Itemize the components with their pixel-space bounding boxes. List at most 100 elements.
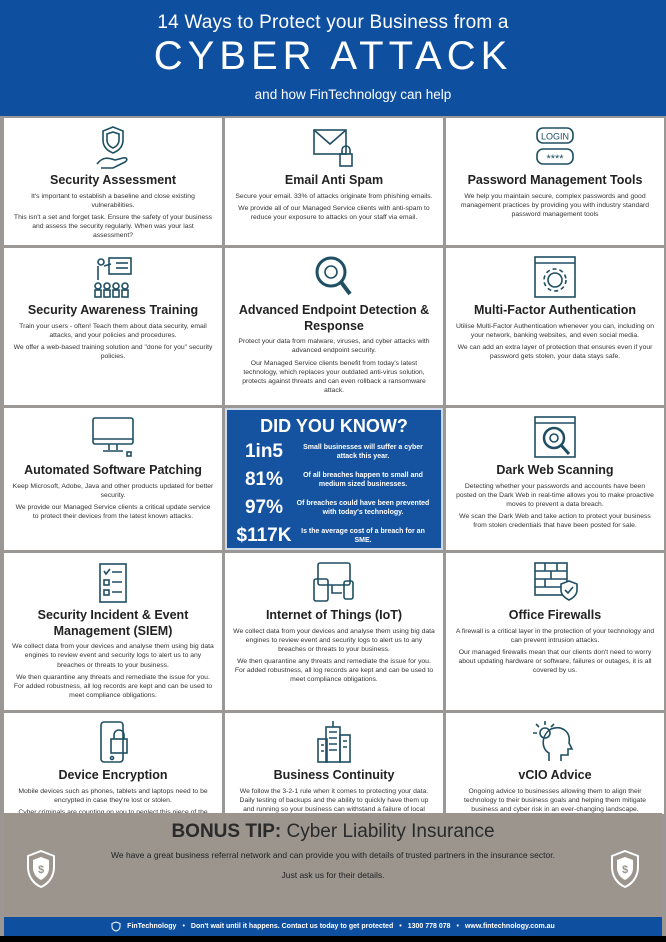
header-line1: 14 Ways to Protect your Business from a: [157, 12, 509, 33]
tip-paragraph: We then quarantine any threats and remed…: [234, 658, 434, 684]
tip-paragraph: Train your users - often! Teach them abo…: [19, 322, 207, 339]
tip-card: Advanced Endpoint Detection & Response Pr…: [225, 248, 443, 405]
tip-card: Device Encryption Mobile devices such as …: [4, 713, 222, 814]
tip-paragraph: Detecting whether your passwords and acc…: [456, 482, 654, 508]
tip-paragraph: We help you maintain secure, complex pas…: [460, 192, 650, 218]
bonus-heading: Cyber Liability Insurance: [281, 821, 495, 842]
tip-paragraph: We collect data from your devices and an…: [12, 643, 214, 669]
tip-title: Device Encryption: [58, 768, 168, 782]
did-you-know-panel: DID YOU KNOW? 1in5 Small businesses will s…: [225, 408, 443, 550]
tip-body: It's important to establish a baseline a…: [12, 192, 214, 241]
bonus-tip: $ $ BONUS TIP: Cyber Liability Insurance…: [4, 813, 662, 917]
svg-text:$: $: [622, 864, 628, 876]
tip-card: Business Continuity We follow the 3-2-1 r…: [225, 713, 443, 814]
separator: •: [456, 923, 459, 930]
tip-title: Security Assessment: [50, 173, 176, 187]
footer-brand: FinTechnology: [127, 923, 177, 930]
tip-body: We collect data from your devices and an…: [233, 627, 435, 685]
tip-body: Protect your data from malware, viruses,…: [233, 337, 435, 395]
tip-card: Office Firewalls A firewall is a critical…: [446, 553, 664, 710]
tip-paragraph: Mobile devices such as phones, tablets a…: [18, 787, 208, 804]
tip-card: LOGIN **** Password Management Tools We hel…: [446, 118, 664, 245]
tip-paragraph: Our Managed Service clients benefit from…: [242, 359, 426, 395]
footer-phone[interactable]: 1300 778 078: [407, 923, 451, 930]
stat-text: Of all breaches happen to small and medi…: [303, 471, 423, 488]
tip-paragraph: We provide our Managed Service clients a…: [15, 503, 211, 521]
firewall-shield-icon: [454, 559, 656, 605]
footer-website[interactable]: www.fintechnology.com.au: [464, 923, 555, 930]
tip-paragraph: We follow the 3-2-1 rule when it comes t…: [239, 787, 429, 813]
tip-paragraph: We provide all of our Managed Service cl…: [238, 204, 430, 221]
buildings-icon: [233, 719, 435, 765]
tip-paragraph: We then quarantine any threats and remed…: [13, 673, 213, 700]
svg-text:LOGIN: LOGIN: [541, 132, 569, 142]
svg-text:****: ****: [546, 153, 564, 165]
tip-body: Keep Microsoft, Adobe, Java and other pr…: [12, 482, 214, 522]
tip-card: Email Anti Spam Secure your email. 33% of…: [225, 118, 443, 245]
devices-icon: [233, 559, 435, 605]
svg-text:$: $: [38, 864, 44, 876]
shield-dollar-icon: $: [27, 849, 55, 889]
login-password-icon: LOGIN ****: [454, 124, 656, 170]
tip-card: Security Incident & Event Management (SI…: [4, 553, 222, 710]
footer-tagline: Don't wait until it happens. Contact us …: [190, 923, 394, 930]
tip-body: A firewall is a critical layer in the pr…: [454, 627, 656, 676]
tip-card: Internet of Things (IoT) We collect data …: [225, 553, 443, 710]
stat-row: 1in5 Small businesses will suffer a cyber…: [235, 441, 433, 463]
browser-gear-icon: [454, 254, 656, 300]
bonus-text-2: Just ask us for their details.: [281, 870, 385, 880]
bonus-title: BONUS TIP: Cyber Liability Insurance: [4, 821, 662, 843]
tip-title: Office Firewalls: [508, 608, 602, 622]
tip-body: We follow the 3-2-1 rule when it comes t…: [233, 787, 435, 814]
tip-body: We help you maintain secure, complex pas…: [454, 192, 656, 220]
tip-title: Security Awareness Training: [27, 303, 199, 317]
header-title: CYBER ATTACK: [153, 34, 513, 78]
stat-text: Small businesses will suffer a cyber att…: [303, 443, 423, 460]
tip-card: Security Awareness Training Train your us…: [4, 248, 222, 405]
stat-value: 1in5: [244, 441, 284, 462]
tip-title: Multi-Factor Authentication: [473, 303, 637, 317]
tip-title: vCIO Advice: [518, 768, 592, 782]
tip-body: We collect data from your devices and an…: [12, 642, 214, 700]
tips-grid: Security Assessment It's important to est…: [4, 118, 664, 814]
browser-bug-search-icon: [454, 414, 656, 460]
stat-row: $117K Is the average cost of a breach for…: [235, 525, 433, 547]
stat-value: 81%: [244, 469, 284, 490]
tip-title: Automated Software Patching: [24, 463, 202, 477]
tip-paragraph: We collect data from your devices and an…: [233, 627, 435, 653]
tip-paragraph: Keep Microsoft, Adobe, Java and other pr…: [12, 482, 214, 499]
tip-body: Ongoing advice to businesses allowing th…: [454, 787, 656, 814]
header: 14 Ways to Protect your Business from a …: [0, 0, 666, 116]
tip-paragraph: Cyber criminals are counting on you to n…: [18, 808, 208, 814]
tip-paragraph: A firewall is a critical layer in the pr…: [455, 627, 655, 644]
stat-text: Of breaches could have been prevented wi…: [296, 499, 430, 516]
email-lock-icon: [233, 124, 435, 170]
tip-paragraph: Secure your email. 33% of attacks origin…: [235, 192, 433, 200]
tip-title: Password Management Tools: [467, 173, 643, 187]
tip-card: vCIO Advice Ongoing advice to businesses …: [446, 713, 664, 814]
tip-card: Dark Web Scanning Detecting whether your …: [446, 408, 664, 550]
tip-card: Security Assessment It's important to est…: [4, 118, 222, 245]
tip-title: Dark Web Scanning: [496, 463, 614, 477]
tip-body: Mobile devices such as phones, tablets a…: [12, 787, 214, 814]
tip-paragraph: Utilise Multi-Factor Authentication when…: [456, 322, 654, 339]
separator: •: [182, 923, 185, 930]
phone-lock-icon: [12, 719, 214, 765]
monitor-icon: [12, 414, 214, 460]
tip-title: Internet of Things (IoT): [265, 608, 403, 622]
stat-value: 97%: [244, 497, 284, 518]
tip-body: Train your users - often! Teach them abo…: [12, 322, 214, 362]
tip-paragraph: Ongoing advice to businesses allowing th…: [463, 787, 647, 813]
separator: •: [399, 923, 402, 930]
tip-paragraph: Our managed firewalls mean that our clie…: [458, 648, 652, 675]
footer: FinTechnology • Don't wait until it happ…: [4, 917, 662, 936]
tip-title: Email Anti Spam: [284, 173, 384, 187]
did-you-know-title: DID YOU KNOW?: [260, 416, 408, 436]
tip-title: Advanced Endpoint Detection & Response: [238, 303, 430, 333]
checklist-icon: [12, 559, 214, 605]
bug-magnifier-icon: [233, 254, 435, 300]
tip-body: Detecting whether your passwords and acc…: [454, 482, 656, 531]
bonus-label: BONUS TIP:: [171, 821, 282, 842]
stat-row: 81% Of all breaches happen to small and m…: [235, 469, 433, 491]
tip-paragraph: We offer a web-based training solution a…: [13, 343, 213, 361]
